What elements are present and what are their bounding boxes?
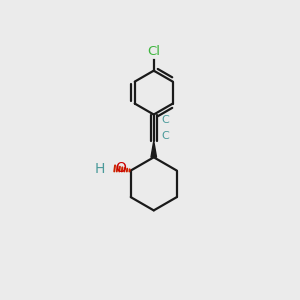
Text: O: O bbox=[116, 161, 127, 175]
Text: C: C bbox=[161, 131, 169, 141]
Polygon shape bbox=[151, 141, 157, 157]
Text: H: H bbox=[95, 162, 105, 176]
Text: C: C bbox=[161, 115, 169, 124]
Text: Cl: Cl bbox=[147, 45, 160, 58]
